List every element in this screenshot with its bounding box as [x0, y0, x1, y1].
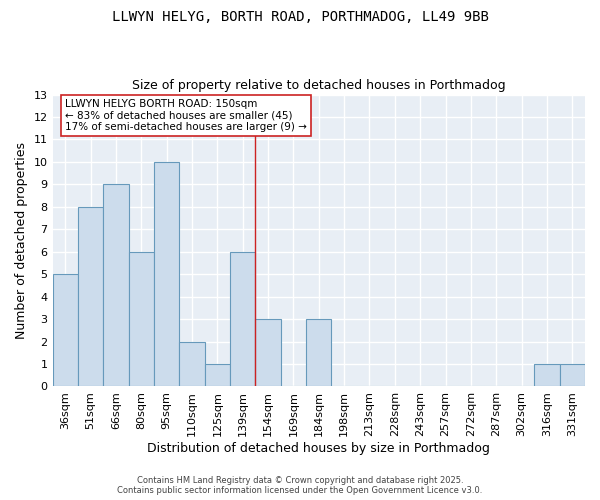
Text: LLWYN HELYG, BORTH ROAD, PORTHMADOG, LL49 9BB: LLWYN HELYG, BORTH ROAD, PORTHMADOG, LL4…	[112, 10, 488, 24]
Bar	[154, 162, 179, 386]
Bar	[78, 207, 103, 386]
Bar	[534, 364, 560, 386]
Y-axis label: Number of detached properties: Number of detached properties	[15, 142, 28, 339]
Text: LLWYN HELYG BORTH ROAD: 150sqm
← 83% of detached houses are smaller (45)
17% of : LLWYN HELYG BORTH ROAD: 150sqm ← 83% of …	[65, 99, 307, 132]
Bar	[128, 252, 154, 386]
Bar	[306, 319, 331, 386]
Bar	[53, 274, 78, 386]
Bar	[205, 364, 230, 386]
Bar	[560, 364, 585, 386]
X-axis label: Distribution of detached houses by size in Porthmadog: Distribution of detached houses by size …	[148, 442, 490, 455]
Text: Contains HM Land Registry data © Crown copyright and database right 2025.
Contai: Contains HM Land Registry data © Crown c…	[118, 476, 482, 495]
Bar	[256, 319, 281, 386]
Bar	[230, 252, 256, 386]
Title: Size of property relative to detached houses in Porthmadog: Size of property relative to detached ho…	[132, 79, 506, 92]
Bar	[179, 342, 205, 386]
Bar	[103, 184, 128, 386]
